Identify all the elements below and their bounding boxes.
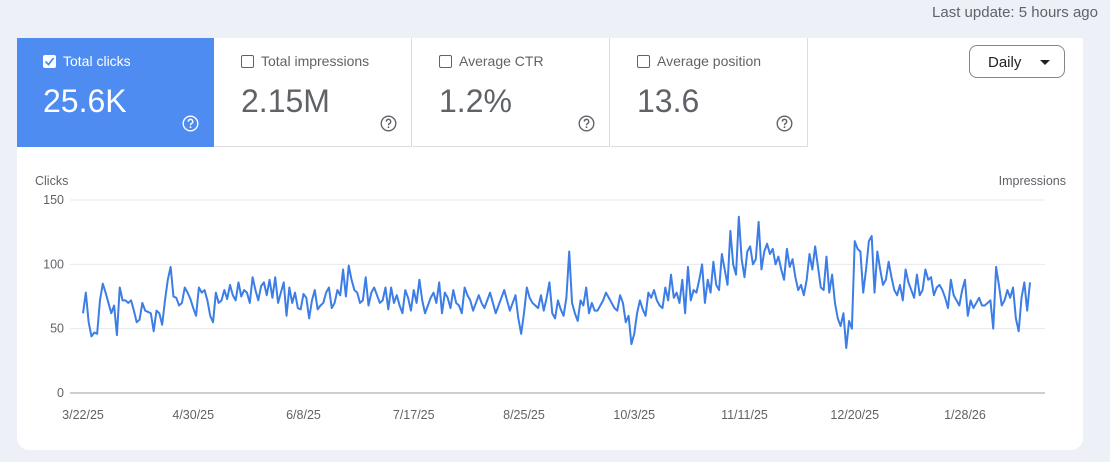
y-tick-label: 100 <box>43 257 64 271</box>
x-tick-label: 11/11/25 <box>721 408 768 422</box>
y-tick-label: 0 <box>57 386 64 400</box>
metric-label: Total impressions <box>261 53 370 69</box>
help-icon[interactable] <box>776 115 793 132</box>
y2-axis-label: Impressions <box>999 174 1066 188</box>
metric-tile[interactable]: Total clicks 25.6K <box>17 38 214 147</box>
x-tick-label: 8/25/25 <box>503 408 545 422</box>
x-tick-label: 3/22/25 <box>62 408 104 422</box>
metric-value: 13.6 <box>637 83 700 119</box>
checkbox[interactable] <box>439 55 452 68</box>
period-dropdown[interactable]: Daily <box>969 45 1065 78</box>
metric-tile[interactable]: Average CTR 1.2% <box>413 38 610 147</box>
checkbox[interactable] <box>637 55 650 68</box>
dropdown-caret <box>1040 60 1050 65</box>
x-tick-label: 4/30/25 <box>172 408 214 422</box>
metric-tile[interactable]: Total impressions 2.15M <box>215 38 412 147</box>
metric-label: Average CTR <box>459 53 544 69</box>
metric-value: 1.2% <box>439 83 512 119</box>
y-tick-label: 150 <box>43 193 64 207</box>
x-tick-label: 12/20/25 <box>830 408 879 422</box>
x-tick-label: 10/3/25 <box>613 408 655 422</box>
metric-value: 25.6K <box>43 83 127 119</box>
metric-tile[interactable]: Average position 13.6 <box>611 38 808 147</box>
y-tick-label: 50 <box>50 322 64 336</box>
x-tick-label: 1/28/26 <box>944 408 986 422</box>
metric-label: Total clicks <box>63 53 131 69</box>
help-icon[interactable] <box>182 115 199 132</box>
x-tick-label: 6/8/25 <box>286 408 321 422</box>
checkbox[interactable] <box>241 55 254 68</box>
metric-value: 2.15M <box>241 83 330 119</box>
help-icon[interactable] <box>380 115 397 132</box>
checkbox[interactable] <box>43 55 56 68</box>
help-icon[interactable] <box>578 115 595 132</box>
metric-label: Average position <box>657 53 762 69</box>
last-update: Last update: 5 hours ago <box>932 4 1098 21</box>
y-axis-label: Clicks <box>35 174 68 188</box>
clicks-line <box>82 215 1031 349</box>
period-label: Daily <box>988 54 1022 71</box>
x-tick-label: 7/17/25 <box>393 408 435 422</box>
